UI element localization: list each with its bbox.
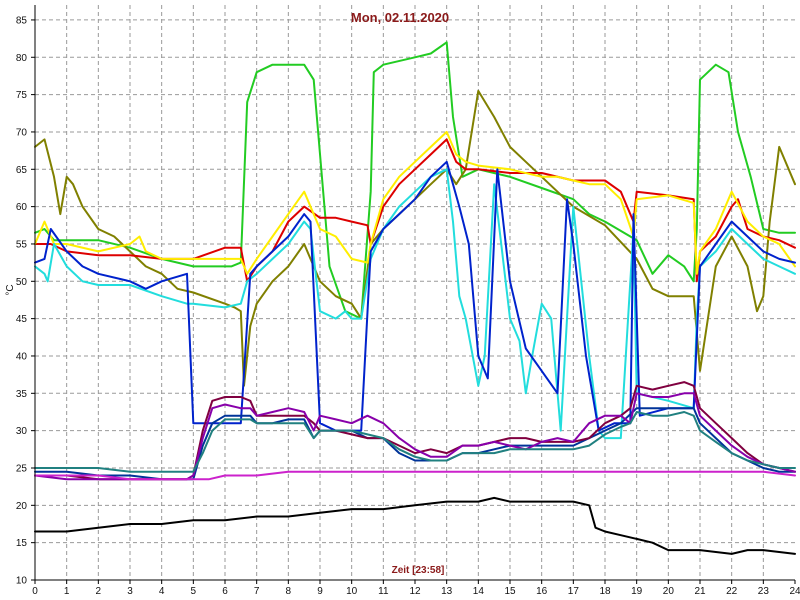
series-line-8 <box>34 381 796 481</box>
x-tick-label: 14 <box>473 586 485 597</box>
y-tick-label: 10 <box>16 576 28 587</box>
x-tick-label: 11 <box>378 586 389 597</box>
y-tick-label: 40 <box>16 351 28 362</box>
x-tick-label: 4 <box>159 586 165 597</box>
y-tick-label: 45 <box>16 314 28 325</box>
x-tick-label: 9 <box>317 586 323 597</box>
chart-tick-labels: 0 1 2 3 4 5 6 7 8 9 10 11 12 13 14 15 16 17 18 19 20 21 22 23 24… <box>16 15 800 597</box>
x-tick-label: 2 <box>96 586 102 597</box>
y-tick-label: 55 <box>16 239 28 250</box>
series-line-1 <box>34 41 796 320</box>
y-tick-label: 15 <box>16 538 28 549</box>
series-line-10 <box>34 411 796 473</box>
x-tick-label: 16 <box>536 586 548 597</box>
x-tick-label: 7 <box>254 586 260 597</box>
x-tick-label: 21 <box>694 586 706 597</box>
y-tick-label: 75 <box>16 90 28 101</box>
x-tick-label: 20 <box>663 586 675 597</box>
chart-series-group <box>34 41 796 555</box>
y-tick-label: 35 <box>16 389 28 400</box>
y-tick-label: 65 <box>16 165 28 176</box>
y-tick-label: 85 <box>16 15 28 26</box>
chart-axes <box>31 5 796 584</box>
series-line-4 <box>34 130 796 275</box>
x-tick-label: 12 <box>409 586 421 597</box>
x-tick-label: 3 <box>127 586 133 597</box>
chart-title: Mon, 02.11.2020 <box>351 10 449 25</box>
series-line-12 <box>34 496 796 555</box>
x-tick-label: 24 <box>789 586 800 597</box>
x-tick-label: 18 <box>599 586 611 597</box>
x-axis-label: Zeit [23:58] <box>392 565 445 576</box>
y-tick-label: 50 <box>16 277 28 288</box>
series-line-9 <box>34 392 796 481</box>
x-tick-label: 5 <box>191 586 197 597</box>
y-tick-label: 30 <box>16 426 28 437</box>
x-tick-label: 15 <box>504 586 516 597</box>
y-tick-label: 80 <box>16 53 28 64</box>
x-tick-label: 10 <box>346 586 358 597</box>
x-tick-label: 19 <box>631 586 643 597</box>
x-tick-label: 17 <box>568 586 580 597</box>
x-tick-label: 22 <box>726 586 738 597</box>
x-tick-label: 1 <box>64 586 70 597</box>
series-line-11 <box>34 470 796 481</box>
y-tick-label: 60 <box>16 202 28 213</box>
x-tick-label: 6 <box>222 586 228 597</box>
x-tick-label: 13 <box>441 586 453 597</box>
y-axis-label: °C <box>5 284 16 295</box>
y-tick-label: 70 <box>16 127 28 138</box>
chart-grid <box>35 5 795 581</box>
y-tick-label: 20 <box>16 501 28 512</box>
x-tick-label: 8 <box>286 586 292 597</box>
y-tick-label: 25 <box>16 463 28 474</box>
x-tick-label: 23 <box>758 586 770 597</box>
x-tick-label: 0 <box>32 586 38 597</box>
series-line-6 <box>34 160 796 432</box>
